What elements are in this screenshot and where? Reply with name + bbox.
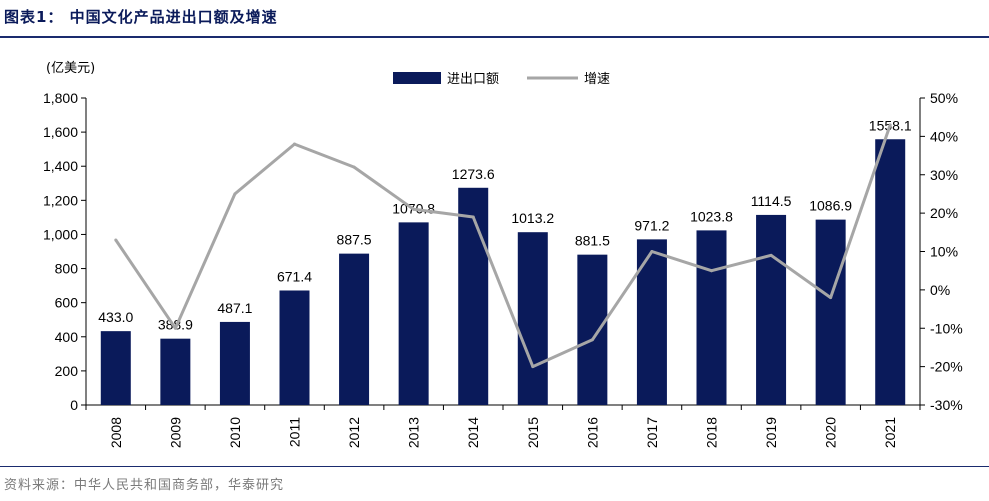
bar-data-label: 971.2 [634,217,669,233]
bar [100,331,131,405]
left-tick-label: 400 [55,329,79,345]
bar-data-label: 881.5 [575,233,610,249]
x-axis-ticks: 2008 2009 2010 2011 2012 2013 2014 2015 2016 2017… [85,405,921,448]
right-tick-label: -20% [930,359,963,375]
figure-title: 图表1： 中国文化产品进出口额及增速 [4,8,278,26]
x-tick-label: 2019 [763,417,779,448]
x-tick-label: 2018 [704,417,720,448]
legend-swatch-bar [393,72,441,84]
bar-data-label: 1013.2 [511,210,554,226]
x-tick-label: 2009 [167,417,183,448]
growth-point [590,338,594,342]
x-tick-label: 2011 [287,417,303,447]
growth-line [114,124,892,369]
right-tick-label: 40% [930,128,958,144]
left-tick-label: 800 [55,261,79,277]
bar [577,254,608,405]
x-tick-label: 2021 [882,417,898,448]
growth-point [829,296,833,300]
x-tick-label: 2014 [465,417,481,448]
bar-data-label: 1086.9 [809,198,852,214]
right-tick-label: 30% [930,167,958,183]
left-tick-label: 600 [55,295,79,311]
legend-label-line: 增速 [584,72,610,87]
x-tick-label: 2017 [644,417,660,448]
bar [815,219,846,405]
left-tick-label: 1,600 [43,124,78,140]
growth-point [233,192,237,196]
growth-point [710,269,713,273]
growth-line-series [114,123,892,369]
right-tick-label: -10% [930,320,963,336]
left-tick-label: 1,800 [43,90,78,106]
left-tick-label: 1,000 [43,226,78,242]
left-tick-label: 0 [70,397,78,413]
bar [458,187,489,405]
right-tick-label: 10% [930,244,958,260]
x-tick-label: 2008 [108,417,124,448]
growth-point [650,250,654,253]
left-axis-unit: (亿美元) [46,61,95,76]
growth-point [531,365,535,369]
bar [696,230,727,405]
bar [219,321,250,405]
left-tick-label: 1,400 [43,158,78,174]
growth-point [173,326,177,330]
growth-point [471,215,475,219]
bar-data-label: 887.5 [337,232,372,248]
left-tick-label: 1,200 [43,192,78,208]
growth-point [412,207,416,211]
bar [160,338,191,405]
bar [279,290,310,405]
source-note: 资料来源：中华人民共和国商务部，华泰研究 [4,478,285,493]
x-tick-label: 2016 [584,417,600,448]
bar-data-label: 1273.6 [452,166,495,182]
x-tick-label: 2012 [346,417,362,448]
bar [517,232,548,405]
bar [636,239,667,405]
growth-point [293,142,296,146]
bar-data-label: 433.0 [98,309,133,325]
growth-point [888,123,892,127]
bar [756,214,787,405]
bar [875,139,906,405]
growth-point [114,238,118,242]
right-tick-label: 0% [930,282,950,298]
bar [398,222,429,405]
right-tick-label: 50% [930,90,958,106]
x-tick-label: 2020 [823,417,839,448]
chart-legend: 进出口额 增速 [393,72,610,87]
x-tick-label: 2013 [406,417,422,448]
growth-point [769,253,773,257]
bar-data-label: 671.4 [277,268,312,284]
footer-divider [0,466,989,467]
legend-label-bar: 进出口额 [447,72,499,87]
bar-series [100,139,906,405]
bar-data-label: 487.1 [217,300,252,316]
growth-point [352,165,356,169]
right-tick-label: 20% [930,205,958,221]
bar [339,253,370,405]
bar-data-label: 1114.5 [751,193,792,209]
x-tick-label: 2010 [227,417,243,448]
bar-data-label: 1023.8 [690,208,733,224]
left-tick-label: 200 [55,363,79,379]
x-tick-label: 2015 [525,417,541,448]
right-tick-label: -30% [930,397,963,413]
title-divider [0,36,989,38]
